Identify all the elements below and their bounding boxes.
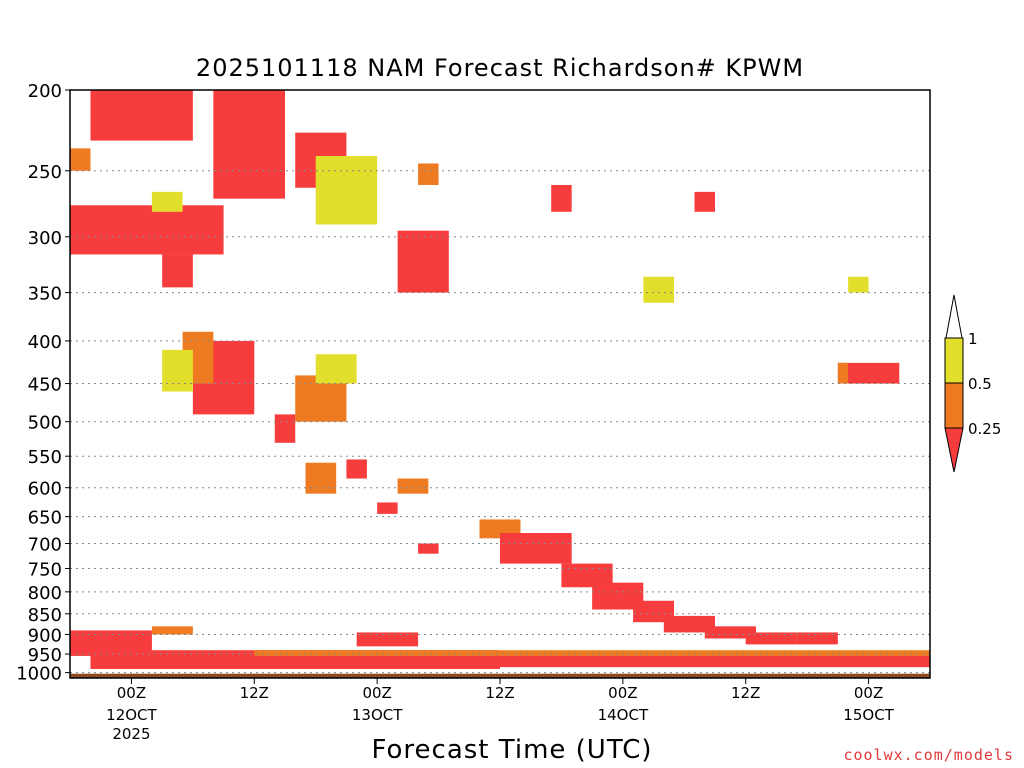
ri-cell-red	[745, 632, 797, 645]
y-tick-label: 450	[28, 375, 62, 396]
y-tick-label: 400	[28, 332, 62, 353]
ri-cell-red	[418, 543, 439, 554]
x-tick-label: 00Z	[608, 684, 637, 702]
ri-cell-red	[663, 615, 715, 633]
y-tick-label: 650	[28, 508, 62, 529]
ri-cell-yellow	[315, 354, 357, 384]
chart-title: 2025101118 NAM Forecast Richardson# KPWM	[196, 54, 804, 82]
ri-cell-orange	[305, 462, 337, 494]
ri-cell-red	[90, 90, 193, 141]
y-tick-label: 750	[28, 559, 62, 580]
ri-cell-yellow	[151, 191, 183, 212]
ri-cell-red	[551, 184, 572, 212]
x-tick-date: 15OCT	[843, 706, 894, 724]
source-credit: coolwx.com/models	[843, 746, 1014, 764]
ri-cell-red	[356, 632, 419, 647]
ri-cell-yellow	[643, 276, 675, 303]
ri-cell-orange	[397, 478, 429, 494]
y-tick-label: 200	[28, 81, 62, 102]
legend-label: 0.5	[968, 375, 992, 393]
y-tick-label: 300	[28, 228, 62, 249]
y-tick-label: 950	[28, 645, 62, 666]
y-tick-label: 900	[28, 625, 62, 646]
legend-bin-red	[944, 427, 964, 473]
ri-cell-orange	[151, 626, 193, 635]
ri-cell-red	[500, 654, 930, 668]
y-tick-label: 700	[28, 534, 62, 555]
y-tick-label: 1000	[16, 664, 62, 685]
ground-strip	[70, 673, 930, 678]
ri-cell-yellow	[848, 276, 869, 293]
legend-bin-orange	[944, 382, 964, 429]
legend: 0.25 0.5 1	[944, 294, 1001, 473]
legend-label: 1	[968, 330, 978, 348]
y-tick-label: 550	[28, 447, 62, 468]
plot-area	[69, 89, 931, 679]
y-tick-label: 850	[28, 605, 62, 626]
ri-cell-red	[704, 626, 756, 639]
ri-cell-red	[70, 205, 224, 255]
y-tick-label: 250	[28, 162, 62, 183]
ri-cell-orange	[418, 163, 439, 185]
x-tick-date: 14OCT	[598, 706, 649, 724]
legend-label: 0.25	[968, 420, 1001, 438]
ri-cell-orange	[837, 362, 849, 384]
ri-cell-red	[377, 502, 398, 514]
legend-bin-yellow	[944, 337, 964, 384]
x-tick-label: 12Z	[731, 684, 760, 702]
y-tick-label: 500	[28, 413, 62, 434]
ri-cell-red	[274, 414, 296, 443]
x-tick-label: 00Z	[362, 684, 391, 702]
ri-cell-orange	[70, 148, 91, 171]
ri-cell-orange	[254, 650, 931, 656]
x-tick-label: 00Z	[117, 684, 146, 702]
x-tick-label: 00Z	[854, 684, 883, 702]
y-tick-label: 350	[28, 284, 62, 305]
x-tick-date: 12OCT	[106, 706, 157, 724]
y-axis: 200 250 300 350 400 450 500 550 600 650 700 750 8008…	[16, 81, 70, 685]
ri-cell-yellow	[315, 155, 378, 225]
ri-cell-red	[694, 191, 715, 212]
ri-cell-red	[346, 459, 367, 479]
ri-cell-red	[561, 563, 613, 588]
y-tick-label: 800	[28, 583, 62, 604]
x-tick-year: 2025	[112, 725, 150, 743]
ri-cell-red	[796, 632, 838, 645]
y-tick-label: 600	[28, 479, 62, 500]
x-tick-label: 12Z	[485, 684, 514, 702]
x-axis-label: Forecast Time (UTC)	[371, 735, 652, 765]
ri-cell-red	[500, 533, 572, 564]
ri-cell-yellow	[162, 349, 193, 392]
x-tick-date: 13OCT	[352, 706, 403, 724]
x-tick-label: 12Z	[240, 684, 269, 702]
ri-cell-red	[837, 362, 900, 384]
ri-cell-red	[213, 90, 285, 199]
ri-cell-red	[162, 254, 193, 288]
ri-cell-red	[397, 230, 449, 293]
legend-above-1	[945, 294, 963, 339]
